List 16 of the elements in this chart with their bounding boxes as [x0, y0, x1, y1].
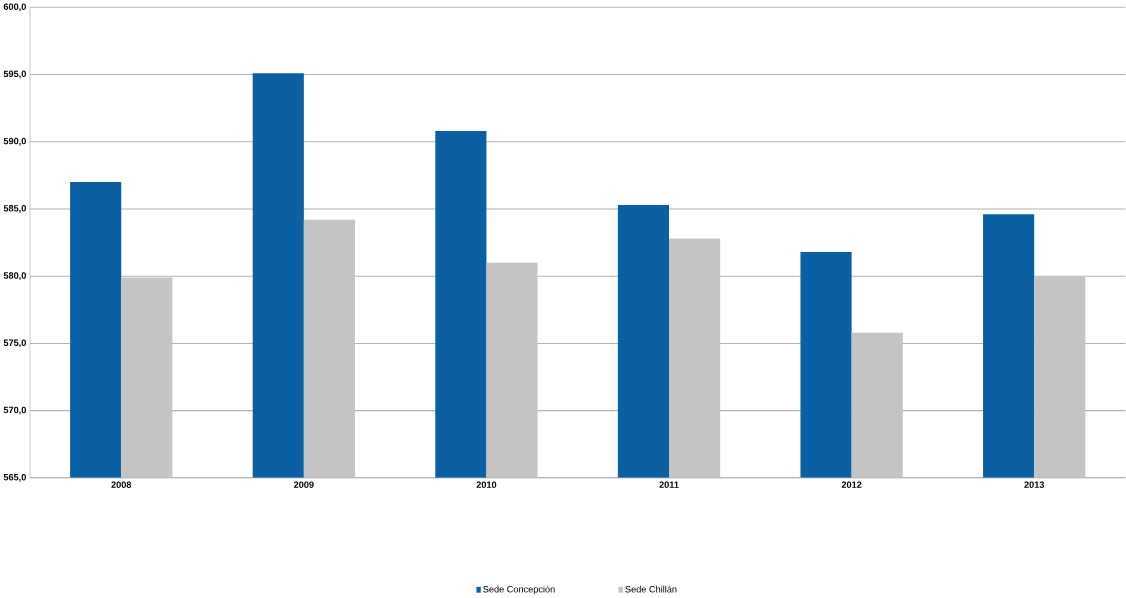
y-tick-label: 565,0 — [3, 473, 26, 482]
x-tick-label: 2013 — [1024, 481, 1045, 488]
y-tick-label: 590,0 — [3, 137, 26, 146]
x-tick-label: 2012 — [841, 481, 862, 488]
x-tick-label: 2010 — [476, 481, 497, 488]
y-tick-label: 600,0 — [3, 3, 26, 12]
y-tick-label: 575,0 — [3, 339, 26, 348]
x-tick-label: 2009 — [293, 481, 314, 488]
legend-label: Sede Chillán — [625, 585, 677, 593]
y-tick-label: 595,0 — [3, 70, 26, 79]
y-tick-label: 580,0 — [3, 272, 26, 281]
x-tick-label: 2008 — [111, 481, 132, 488]
y-tick-label: 570,0 — [3, 406, 26, 415]
legend-label: Sede Concepción — [483, 585, 555, 595]
x-tick-label: 2011 — [659, 481, 679, 488]
y-tick-label: 585,0 — [3, 205, 26, 213]
